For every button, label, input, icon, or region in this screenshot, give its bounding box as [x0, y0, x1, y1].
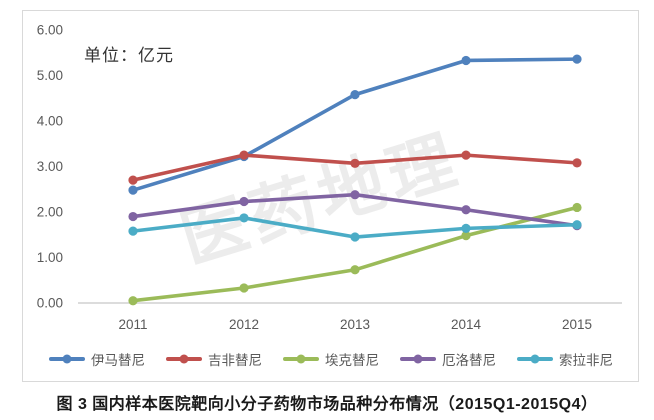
legend-label-erlotinib: 厄洛替尼	[442, 353, 496, 368]
series-line-erlotinib	[131, 192, 579, 228]
data-point-gefitinib	[128, 175, 138, 185]
data-point-icotinib	[461, 231, 471, 241]
data-point-icotinib	[572, 202, 582, 213]
data-point-icotinib	[350, 265, 360, 275]
legend-label-gefitinib: 吉非替尼	[208, 353, 262, 368]
data-point-sorafenib	[350, 232, 360, 242]
data-point-gefitinib	[239, 150, 249, 160]
data-point-erlotinib	[128, 211, 138, 222]
legend-line-icon	[166, 354, 202, 364]
legend-line-icon	[517, 354, 553, 364]
data-point-sorafenib	[461, 223, 471, 233]
series-line-imatinib	[131, 57, 579, 192]
y-tick-label: 5.00	[37, 68, 63, 83]
data-point-imatinib	[461, 55, 471, 66]
y-tick-label: 2.00	[37, 205, 63, 220]
y-tick-label: 1.00	[37, 250, 63, 265]
data-point-gefitinib	[572, 158, 582, 168]
data-point-gefitinib	[461, 150, 471, 160]
y-tick-label: 6.00	[37, 23, 63, 38]
x-tick-label: 2011	[118, 317, 147, 332]
legend-label-imatinib: 伊马替尼	[91, 353, 145, 368]
legend-item-sorafenib: 索拉非尼	[517, 349, 613, 369]
y-tick-label: 4.00	[37, 114, 63, 129]
legend-dot-icon	[530, 354, 540, 364]
legend-label-icotinib: 埃克替尼	[325, 353, 379, 368]
data-point-imatinib	[572, 54, 582, 64]
data-point-gefitinib	[350, 158, 360, 168]
data-point-imatinib	[128, 185, 138, 195]
legend-item-erlotinib: 厄洛替尼	[400, 349, 496, 369]
legend-dot-icon	[62, 354, 72, 364]
legend-line-icon	[400, 354, 436, 364]
data-point-erlotinib	[350, 190, 360, 200]
unit-label: 单位：亿元	[84, 46, 174, 65]
data-point-sorafenib	[239, 213, 249, 223]
figure-caption: 图 3 国内样本医院靶向小分子药物市场品种分布情况（2015Q1-2015Q4）	[56, 396, 598, 413]
data-point-erlotinib	[461, 205, 471, 215]
legend-item-gefitinib: 吉非替尼	[166, 349, 262, 369]
legend-dot-icon	[296, 354, 306, 364]
data-point-erlotinib	[239, 196, 249, 207]
data-point-icotinib	[239, 283, 249, 293]
legend-dot-icon	[179, 354, 189, 364]
data-point-sorafenib	[128, 226, 138, 236]
legend-item-icotinib: 埃克替尼	[283, 349, 379, 369]
legend-item-imatinib: 伊马替尼	[49, 349, 145, 369]
y-tick-label: 3.00	[37, 159, 63, 174]
data-point-icotinib	[128, 296, 138, 306]
legend-line-icon	[283, 354, 319, 364]
x-tick-label: 2014	[451, 317, 482, 332]
x-tick-label: 2012	[229, 317, 259, 332]
data-point-imatinib	[350, 90, 360, 100]
data-point-sorafenib	[572, 220, 582, 230]
legend-label-sorafenib: 索拉非尼	[559, 353, 613, 368]
x-tick-label: 2015	[562, 317, 592, 332]
x-tick-label: 2013	[340, 317, 370, 332]
chart-legend: 伊马替尼 吉非替尼 埃克替尼 厄洛替尼 索拉非尼	[22, 349, 640, 369]
y-tick-label: 0.00	[37, 296, 63, 311]
legend-dot-icon	[413, 354, 423, 364]
legend-line-icon	[49, 354, 85, 364]
